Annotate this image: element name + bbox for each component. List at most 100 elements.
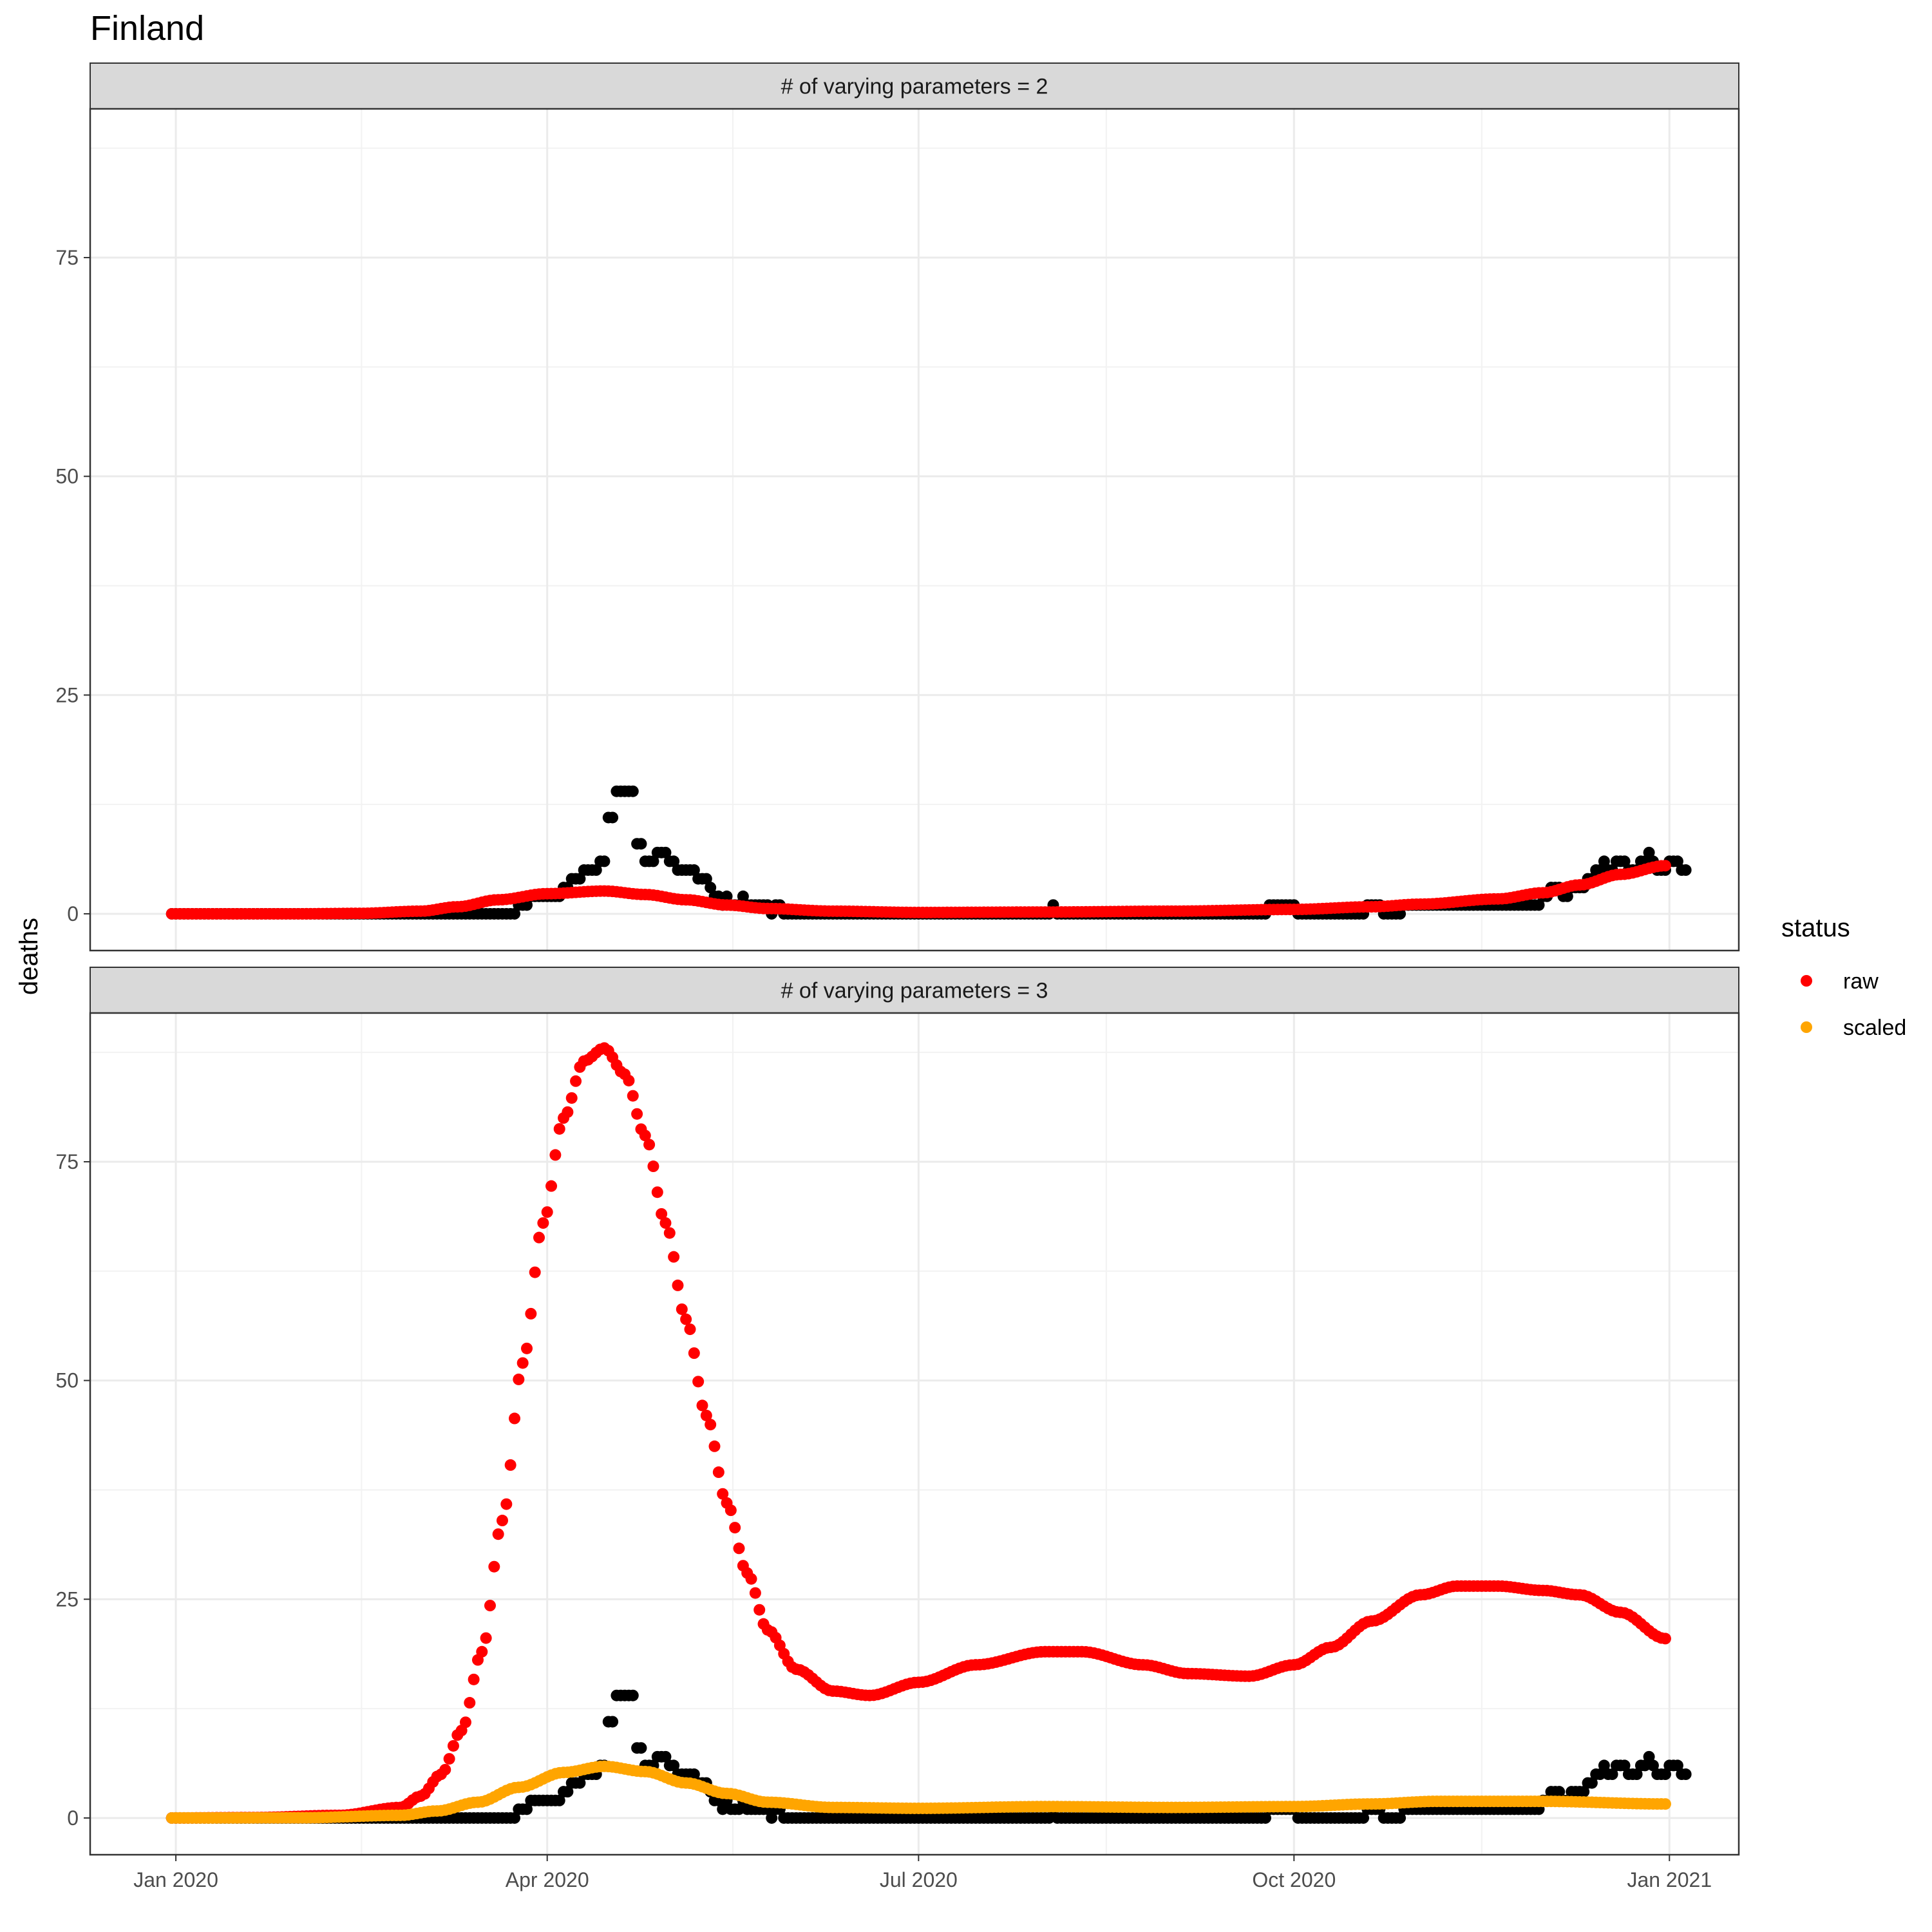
point-raw [659, 1217, 672, 1229]
point-raw [651, 1186, 663, 1198]
point-raw [484, 1600, 496, 1612]
point-raw [705, 1419, 717, 1431]
point-raw [647, 1160, 659, 1173]
series-raw [166, 860, 1671, 920]
facet-strip [90, 967, 1739, 1014]
x-tick-label: Oct 2020 [1252, 1868, 1336, 1891]
observed-point [1394, 1812, 1406, 1824]
point-raw [745, 1573, 757, 1585]
panel-border [89, 1012, 1740, 1856]
observed-point [705, 882, 717, 894]
y-tick-label: 0 [67, 1806, 79, 1830]
point-raw [500, 1498, 513, 1510]
observed-point [1680, 864, 1692, 876]
legend-title: status [1781, 914, 1850, 942]
panel-border [89, 108, 1740, 952]
observed-point [1259, 1812, 1271, 1824]
point-raw [529, 1266, 541, 1278]
point-raw [549, 1149, 562, 1161]
point-raw [488, 1560, 500, 1573]
observed-point [721, 890, 733, 902]
observed-point [635, 838, 647, 850]
legend-label-raw: raw [1843, 969, 1879, 994]
point-raw [541, 1206, 553, 1218]
point-raw [631, 1108, 643, 1120]
facet-strip [90, 62, 1739, 109]
observed-point [717, 1803, 729, 1815]
point-raw [570, 1075, 582, 1087]
observed-point [574, 873, 586, 885]
y-tick-label: 50 [55, 1369, 79, 1392]
point-raw [712, 1466, 724, 1479]
observed-point [1606, 1768, 1618, 1781]
point-raw [688, 1347, 700, 1359]
x-tick-label: Apr 2020 [506, 1868, 589, 1891]
point-raw [443, 1753, 455, 1765]
facet-strip-label: # of varying parameters = 3 [781, 979, 1048, 1003]
observed-point [688, 864, 700, 876]
observed-point [1598, 855, 1610, 867]
point-raw [521, 1342, 533, 1354]
observed-point [1671, 855, 1683, 867]
point-raw [509, 1412, 521, 1425]
panel-1: # of varying parameters = 2 0 25 50 75 [55, 62, 1740, 952]
observed-point [1659, 1768, 1671, 1781]
y-tick-label: 0 [67, 902, 79, 925]
point-raw [724, 1504, 737, 1517]
point-raw [639, 1130, 651, 1142]
observed-point [737, 890, 749, 902]
observed-point [1639, 1759, 1651, 1772]
observed-point [574, 1777, 586, 1789]
point-raw [700, 1409, 712, 1421]
point-raw [459, 1716, 471, 1728]
point-raw [708, 1440, 721, 1452]
observed-point [688, 1768, 700, 1781]
point-raw [749, 1587, 761, 1599]
observed-point [700, 873, 712, 885]
observed-point [659, 1750, 672, 1763]
observed-point [590, 864, 602, 876]
point-raw [497, 1515, 508, 1527]
y-axis-title: deaths [15, 918, 43, 995]
point-raw [476, 1645, 488, 1658]
observed-point [1578, 1786, 1590, 1798]
observed-point [607, 811, 619, 824]
point-raw [733, 1542, 745, 1555]
observed-point [1643, 1750, 1655, 1763]
point-raw [439, 1763, 451, 1776]
point-raw [492, 1528, 504, 1540]
point-raw [545, 1180, 558, 1192]
y-tick-label: 25 [55, 1587, 79, 1611]
x-tick-label: Jan 2020 [133, 1868, 218, 1891]
point-raw [537, 1217, 549, 1229]
observed-point [766, 1812, 778, 1824]
y-tick-label: 50 [55, 465, 79, 488]
observed-point [1618, 855, 1631, 867]
observed-point [1631, 1768, 1643, 1781]
observed-point [562, 1786, 574, 1798]
grid [90, 109, 1739, 951]
observed-point [1594, 1768, 1606, 1781]
observed-point [627, 1689, 639, 1701]
x-tick-label: Jan 2021 [1627, 1868, 1712, 1891]
series-scaled [166, 1760, 1671, 1824]
legend-label-scaled: scaled [1843, 1016, 1906, 1040]
y-tick-label: 75 [55, 246, 79, 269]
y-tick-label: 25 [55, 683, 79, 706]
point-raw [468, 1673, 480, 1685]
chart-title: Finland [90, 9, 204, 48]
legend: status raw scaled [1781, 914, 1906, 1040]
y-tick-label: 75 [55, 1150, 79, 1173]
point-raw [533, 1231, 545, 1244]
point-raw [676, 1303, 688, 1315]
legend-key-raw [1801, 975, 1812, 987]
observed-point [1553, 1786, 1566, 1798]
point-raw [643, 1139, 656, 1151]
observed-point [509, 907, 521, 920]
point-raw [562, 1106, 574, 1118]
observed-point [1598, 1759, 1610, 1772]
observed-point [509, 1812, 521, 1824]
point-raw [623, 1074, 635, 1086]
